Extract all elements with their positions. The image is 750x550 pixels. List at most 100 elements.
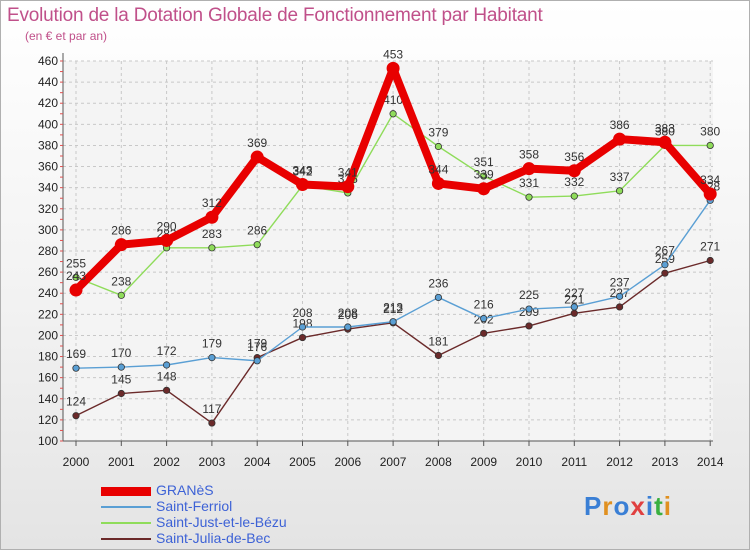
data-label: 225 [519,288,539,302]
y-tick-label: 360 [38,160,58,174]
data-label: 356 [564,150,584,164]
data-point [703,187,717,201]
data-point [570,303,578,311]
data-point [386,61,400,75]
logo-letter: t [654,491,664,521]
data-label: 176 [247,340,267,354]
data-point [525,322,533,330]
y-tick-label: 460 [38,54,58,68]
legend-swatch [101,522,151,524]
data-label: 343 [292,164,312,178]
data-point [72,273,80,281]
data-point [205,210,219,224]
data-label: 337 [610,170,630,184]
data-point [706,256,714,265]
data-label: 259 [655,252,675,266]
legend-item: GRANèS [101,482,361,499]
y-tick-label: 220 [38,307,58,321]
data-point [298,333,307,342]
y-tick-label: 320 [38,202,58,216]
y-tick-label: 280 [38,244,58,258]
legend-swatch [101,506,151,508]
y-tick-label: 160 [38,371,58,385]
data-point [434,142,442,151]
legend-label: Saint-Julia-de-Bec [156,530,271,546]
y-tick-label: 300 [38,223,58,237]
data-label: 216 [474,298,494,312]
data-point [477,182,491,196]
data-label: 331 [519,176,539,190]
x-tick-label: 2002 [153,455,180,469]
data-label: 237 [610,275,630,289]
data-label: 238 [111,274,131,288]
data-point [480,314,488,323]
y-tick-label: 200 [38,328,58,342]
legend-label: Saint-Just-et-le-Bézu [156,514,287,530]
data-label: 383 [655,121,675,135]
data-point [253,357,261,365]
x-tick-label: 2011 [561,455,587,469]
data-point [69,283,83,297]
x-tick-label: 2000 [63,455,90,469]
data-point [117,389,125,398]
data-label: 267 [655,244,675,258]
x-tick-label: 2007 [380,455,407,469]
data-label: 170 [111,346,131,360]
y-tick-label: 180 [38,350,58,364]
data-label: 221 [564,292,584,306]
data-label: 145 [111,373,131,387]
data-point [117,363,125,371]
data-label: 369 [247,136,267,150]
x-tick-label: 2014 [697,455,724,469]
y-tick-label: 140 [38,392,58,406]
data-label: 286 [111,224,131,238]
y-tick-label: 400 [38,117,58,131]
data-point [615,292,624,300]
data-point [298,323,307,331]
x-tick-label: 2009 [470,455,497,469]
logo-letter: r [602,491,614,521]
legend-item: Saint-Just-et-le-Bézu [101,514,361,531]
data-point [163,386,171,394]
data-label: 208 [292,306,312,320]
data-point [522,162,536,176]
data-point [250,150,264,164]
data-point [525,193,533,201]
data-label: 332 [564,175,584,189]
data-point [434,293,442,302]
y-tick-label: 260 [38,265,58,279]
data-label: 236 [428,276,448,290]
x-tick-label: 2005 [289,455,316,469]
data-point [344,323,352,331]
data-label: 179 [247,337,267,351]
data-label: 380 [655,124,675,138]
data-point [570,309,578,317]
data-label: 283 [202,227,222,241]
legend: GRANèS Saint-Ferriol Saint-Just-et-le-Bézu… [101,482,361,547]
data-label: 358 [519,148,539,162]
data-point [615,187,624,195]
data-label: 286 [247,224,267,238]
data-label: 290 [157,219,177,233]
data-label: 351 [474,155,494,169]
data-point [341,180,355,194]
data-label: 453 [383,47,403,61]
data-label: 213 [383,301,403,315]
logo-letter: P [584,491,603,521]
data-point [296,178,309,191]
data-label: 227 [564,286,584,300]
data-label: 342 [292,165,312,179]
data-label: 212 [383,302,403,316]
data-point [253,241,261,249]
data-point [389,318,397,326]
chart-title: Evolution de la Dotation Globale de Fonc… [7,5,543,26]
data-label: 344 [428,162,448,176]
data-point [163,361,171,369]
x-tick-label: 2012 [606,455,633,469]
y-tick-label: 240 [38,286,58,300]
legend-swatch [101,486,151,496]
data-point [208,419,216,427]
data-label: 379 [428,126,448,140]
